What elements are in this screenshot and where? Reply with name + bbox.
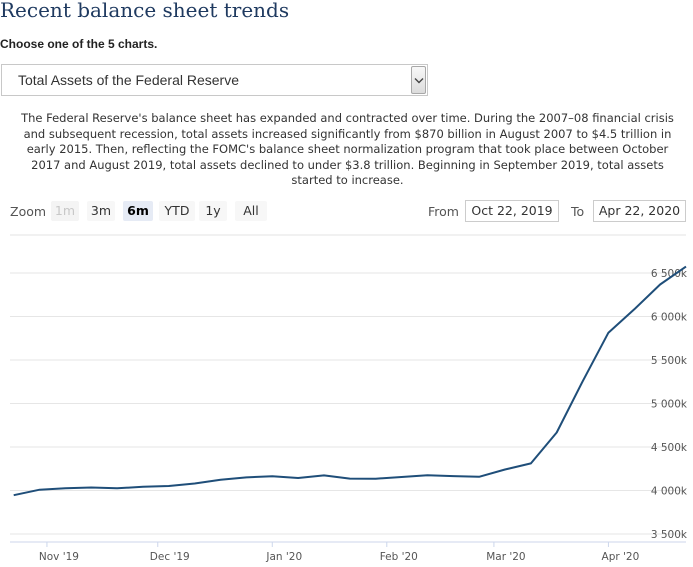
series-line-total-assets: [13, 265, 687, 497]
y-tick-label: 5 000k: [651, 399, 688, 411]
to-date-input[interactable]: Apr 22, 2020: [593, 200, 686, 222]
chart-select-value: Total Assets of the Federal Reserve: [18, 72, 239, 88]
zoom-label: Zoom: [10, 204, 47, 219]
chevron-down-icon[interactable]: [411, 66, 426, 94]
x-tick-label: Apr '20: [602, 551, 640, 563]
chart-select[interactable]: Total Assets of the Federal Reserve: [1, 64, 428, 96]
y-tick-label: 5 500k: [651, 355, 688, 367]
zoom-all-button[interactable]: All: [235, 201, 267, 221]
zoom-1y-button[interactable]: 1y: [199, 201, 227, 221]
y-tick-label: 4 500k: [651, 442, 688, 454]
from-date-input[interactable]: Oct 22, 2019: [465, 200, 559, 222]
y-tick-label: 4 000k: [651, 486, 688, 498]
zoom-1m-button[interactable]: 1m: [51, 201, 79, 221]
zoom-6m-button[interactable]: 6m: [123, 201, 153, 221]
x-tick-label: Dec '19: [150, 551, 190, 563]
page-title: Recent balance sheet trends: [0, 0, 290, 22]
chart-choice-label: Choose one of the 5 charts.: [0, 37, 158, 51]
x-tick-label: Jan '20: [265, 551, 302, 563]
zoom-3m-button[interactable]: 3m: [87, 201, 115, 221]
x-tick-label: Feb '20: [380, 551, 418, 563]
y-tick-label: 6 000k: [651, 312, 688, 324]
x-tick-label: Mar '20: [486, 551, 525, 563]
x-tick-label: Nov '19: [39, 551, 79, 563]
chart-description: The Federal Reserve's balance sheet has …: [21, 111, 674, 188]
from-label: From: [428, 204, 459, 219]
to-label: To: [571, 204, 585, 219]
zoom-ytd-button[interactable]: YTD: [159, 201, 195, 221]
y-tick-label: 3 500k: [651, 529, 688, 541]
